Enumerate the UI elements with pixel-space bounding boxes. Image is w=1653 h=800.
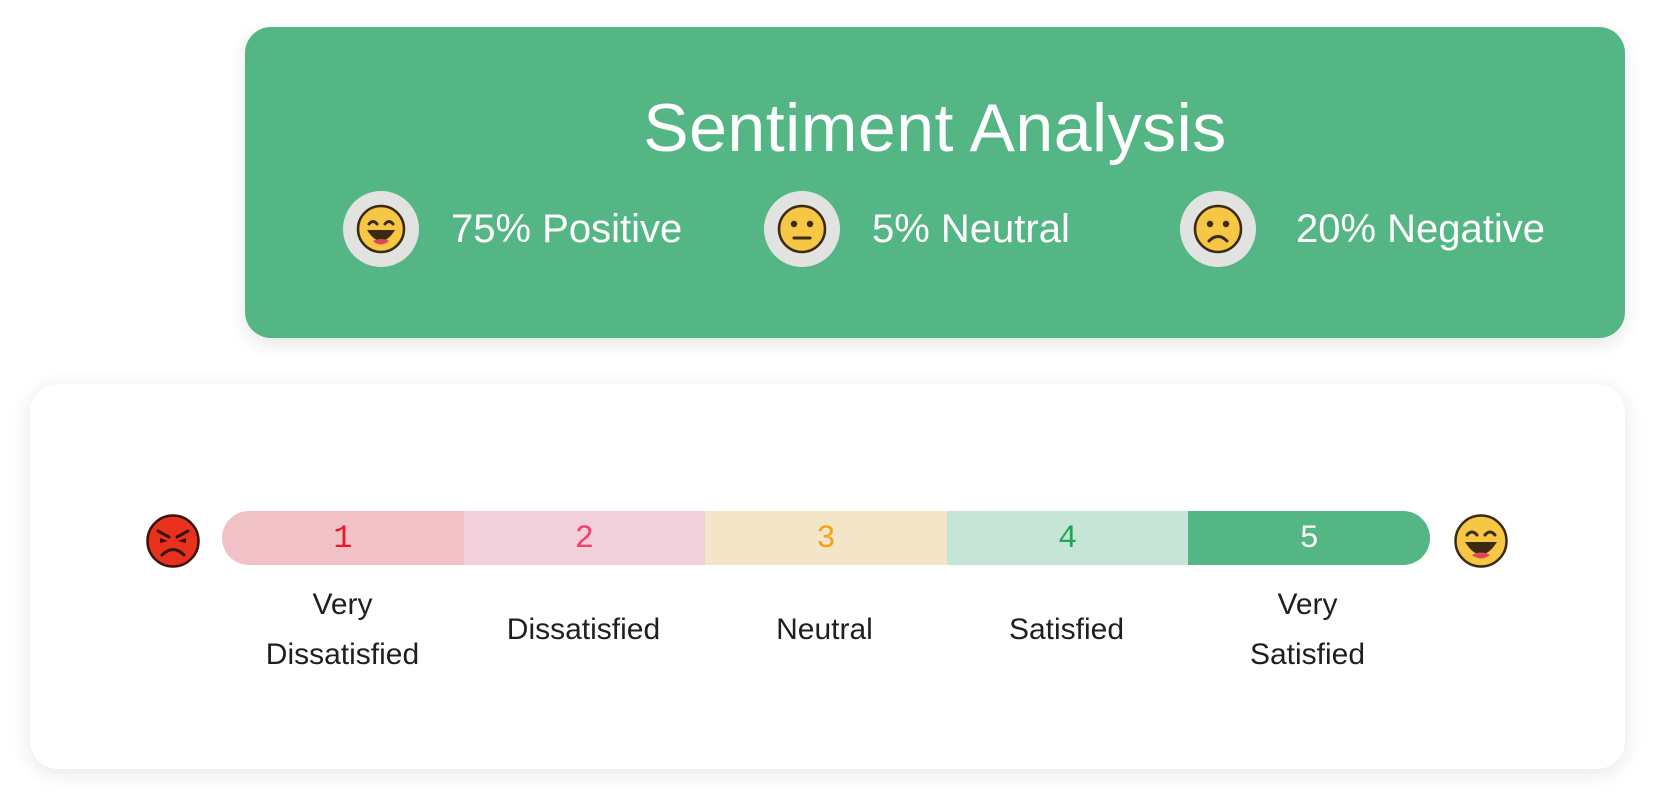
scale-label-line: Satisfied xyxy=(1008,613,1125,646)
scale-label-line: Dissatisfied xyxy=(265,638,420,671)
satisfaction-scale-bar: 1 2 3 4 5 xyxy=(222,511,1430,565)
scale-segment-1[interactable]: 1 xyxy=(222,511,464,565)
scale-label-line: Dissatisfied xyxy=(506,613,661,646)
scale-segment-4[interactable]: 4 xyxy=(946,511,1189,565)
frowning-face-icon xyxy=(1180,191,1256,267)
neutral-face-icon xyxy=(764,191,840,267)
scale-segment-2[interactable]: 2 xyxy=(463,511,706,565)
positive-stat: 75% Positive xyxy=(343,190,682,268)
negative-stat: 20% Negative xyxy=(1180,190,1545,268)
neutral-stat: 5% Neutral xyxy=(764,190,1070,268)
positive-label: 75% Positive xyxy=(451,206,683,251)
scale-label-very-satisfied: Very Satisfied xyxy=(1187,580,1428,680)
grinning-face-icon xyxy=(1453,513,1509,569)
scale-segment-3[interactable]: 3 xyxy=(705,511,947,565)
sentiment-title: Sentiment Analysis xyxy=(643,90,1227,166)
scale-label-dissatisfied: Dissatisfied xyxy=(463,605,704,655)
negative-label: 20% Negative xyxy=(1296,206,1546,251)
grinning-face-icon xyxy=(343,191,419,267)
scale-label-line: Very xyxy=(312,588,373,621)
scale-label-line: Very xyxy=(1277,588,1338,621)
scale-segment-5[interactable]: 5 xyxy=(1188,511,1430,565)
angry-face-icon xyxy=(145,513,201,569)
scale-label-very-dissatisfied: Very Dissatisfied xyxy=(222,580,463,680)
neutral-label: 5% Neutral xyxy=(872,206,1070,251)
scale-label-neutral: Neutral xyxy=(704,605,945,655)
sentiment-card: Sentiment Analysis 75% Positive xyxy=(245,27,1625,338)
scale-label-line: Neutral xyxy=(776,613,873,646)
scale-label-line: Satisfied xyxy=(1249,638,1366,671)
scale-label-satisfied: Satisfied xyxy=(946,605,1187,655)
satisfaction-scale-card: 1 2 3 4 5 Very Dissatisfied Dissatisfied… xyxy=(30,384,1625,769)
